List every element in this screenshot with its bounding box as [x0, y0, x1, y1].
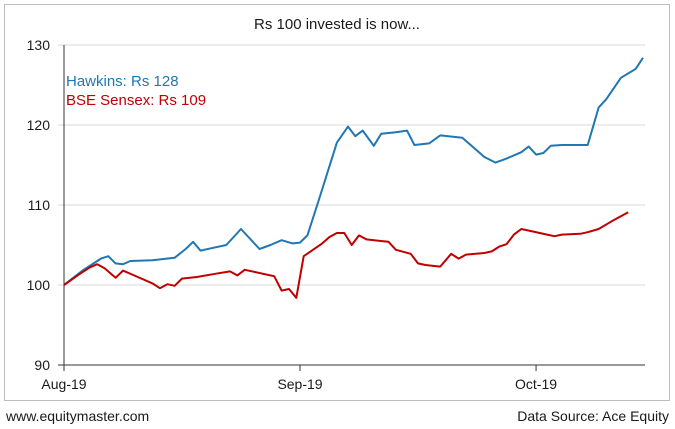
- data-source: Data Source: Ace Equity: [517, 408, 669, 424]
- x-tick-label: Sep-19: [277, 376, 322, 392]
- legend-entry: BSE Sensex: Rs 109: [66, 92, 206, 109]
- y-tick-label: 90: [34, 357, 50, 373]
- legend-entry: Hawkins: Rs 128: [66, 73, 179, 90]
- chart-frame: [4, 4, 670, 401]
- y-axis-ticks: 90 100 110 120 130: [27, 37, 51, 373]
- y-tick-label: 100: [27, 277, 51, 293]
- x-tick-label: Oct-19: [515, 376, 557, 392]
- x-tick-label: Aug-19: [41, 376, 86, 392]
- y-tick-label: 120: [27, 117, 51, 133]
- y-tick-label: 110: [28, 197, 51, 213]
- series-line: [63, 57, 644, 286]
- legend: Hawkins: Rs 128 BSE Sensex: Rs 109: [66, 73, 206, 109]
- chart-title: Rs 100 invested is now...: [254, 16, 420, 33]
- series-lines: [63, 57, 644, 299]
- y-tick-label: 130: [27, 37, 51, 53]
- series-line: [63, 211, 629, 299]
- x-axis-ticks: Aug-19 Sep-19 Oct-19: [41, 365, 557, 392]
- source-website: www.equitymaster.com: [6, 408, 150, 424]
